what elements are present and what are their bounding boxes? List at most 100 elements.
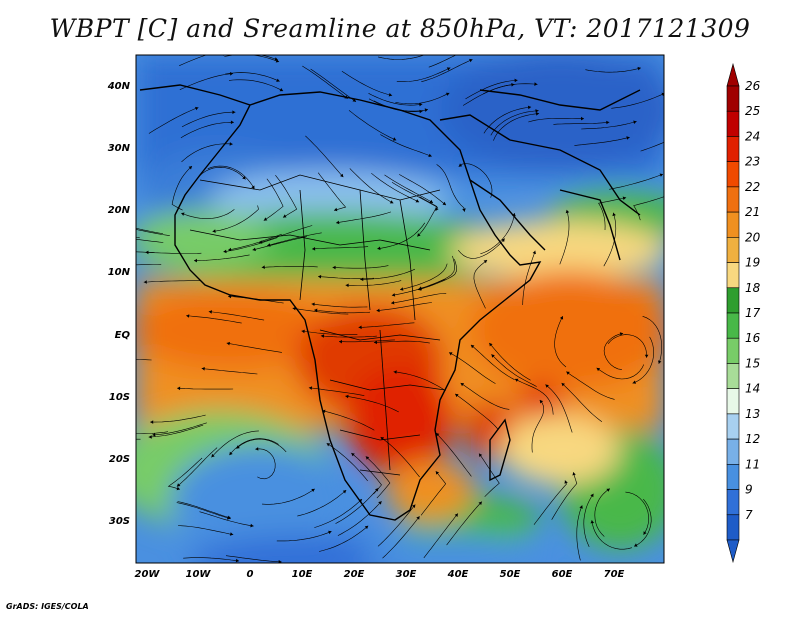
streamline-arrow (308, 386, 313, 390)
streamline-arrow (186, 314, 190, 318)
lon-axis: 20W 10W 0 10E 20E 30E 40E 50E 60E 70E (135, 569, 625, 580)
colorbar-swatch (726, 136, 740, 162)
streamline-arrow (342, 490, 347, 494)
colorbar-swatch (726, 514, 740, 541)
streamline (176, 447, 218, 487)
streamline-arrow (250, 523, 254, 528)
lon-label: 60E (552, 569, 573, 580)
streamline (378, 55, 426, 60)
streamline (341, 70, 393, 96)
streamline (591, 520, 632, 550)
streamline (196, 166, 246, 180)
streamlines (96, 55, 664, 563)
streamline-arrow (115, 223, 118, 226)
streamline (625, 491, 650, 535)
credit-text: GrADS: IGES/COLA (6, 602, 89, 611)
colorbar-label: 15 (745, 356, 760, 370)
streamline (345, 280, 402, 286)
streamline (136, 251, 155, 253)
lat-label: 10N (108, 267, 131, 278)
streamline (393, 371, 446, 392)
streamline-arrow (226, 341, 230, 346)
streamline-arrow (229, 451, 233, 456)
streamline-arrow (229, 532, 234, 536)
streamline (395, 92, 450, 105)
colorbar-label: 16 (745, 331, 761, 345)
colorbar-label: 23 (745, 155, 760, 169)
streamline-arrow (108, 233, 111, 237)
colorbar-swatch (726, 85, 740, 112)
lon-label: 50E (500, 569, 521, 580)
colorbar-swatch (726, 186, 740, 213)
lat-label: 30S (109, 516, 130, 527)
streamline (211, 430, 259, 458)
streamline-arrow (606, 488, 610, 492)
streamline-arrow (644, 354, 649, 358)
chart-title: WBPT [C] and Sreamline at 850hPa, VT: 20… (49, 14, 751, 43)
streamline (365, 456, 391, 499)
streamline (585, 67, 641, 73)
streamline (490, 110, 539, 136)
colorbar-label: 19 (745, 256, 760, 270)
streamline (177, 387, 234, 390)
streamline (473, 259, 488, 309)
streamline (531, 399, 544, 453)
streamline (180, 122, 234, 139)
streamline-arrow (251, 185, 255, 189)
colorbar-label: 25 (745, 104, 760, 118)
lon-label: 10E (292, 569, 313, 580)
streamline-arrow (512, 213, 516, 217)
streamline (177, 501, 231, 519)
streamline-arrow (96, 360, 99, 364)
streamline-arrow (301, 329, 305, 334)
streamline-arrow (352, 98, 356, 102)
streamline-arrow (236, 445, 240, 449)
lon-label: 40E (447, 569, 469, 580)
streamline (483, 106, 532, 134)
streamline (177, 525, 234, 535)
streamline-arrow (194, 258, 197, 263)
streamline (297, 489, 347, 517)
streamline (533, 480, 567, 525)
streamline (417, 196, 438, 237)
streamline-arrow (633, 120, 637, 124)
streamline-arrow (612, 212, 616, 217)
streamline (348, 110, 397, 141)
colorbar-swatch (726, 464, 740, 490)
streamline-arrow (145, 250, 149, 255)
streamline-arrow (658, 360, 662, 364)
streamline (150, 414, 206, 423)
streamline-arrow (469, 58, 473, 63)
streamline-arrow (339, 339, 342, 344)
streamline-arrow (311, 302, 315, 306)
streamline (522, 250, 536, 306)
streamline (545, 384, 573, 433)
streamline (236, 438, 287, 453)
streamline-arrow (375, 488, 379, 492)
streamline (603, 333, 624, 370)
streamline-arrow (181, 212, 185, 216)
streamline (226, 342, 282, 353)
streamline-arrow (322, 409, 326, 414)
streamline (229, 438, 279, 456)
streamline-arrow (527, 105, 532, 110)
streamline (302, 65, 348, 99)
streamline (554, 315, 567, 368)
streamline-arrow (261, 265, 265, 269)
streamline-arrow (228, 294, 232, 299)
streamline-arrow (373, 340, 377, 345)
streamline-arrow (345, 283, 349, 288)
streamline-arrow (188, 166, 192, 170)
colorbar-label: 20 (745, 230, 761, 244)
streamline-arrow (229, 142, 233, 146)
streamline (360, 268, 416, 280)
streamline (493, 113, 540, 141)
streamline (261, 488, 315, 505)
streamline-arrow (626, 136, 630, 140)
streamline (371, 172, 420, 203)
streamline-arrow (392, 137, 397, 141)
streamline-arrow (511, 83, 515, 87)
streamline (301, 330, 358, 336)
streamline-arrow (606, 120, 610, 125)
